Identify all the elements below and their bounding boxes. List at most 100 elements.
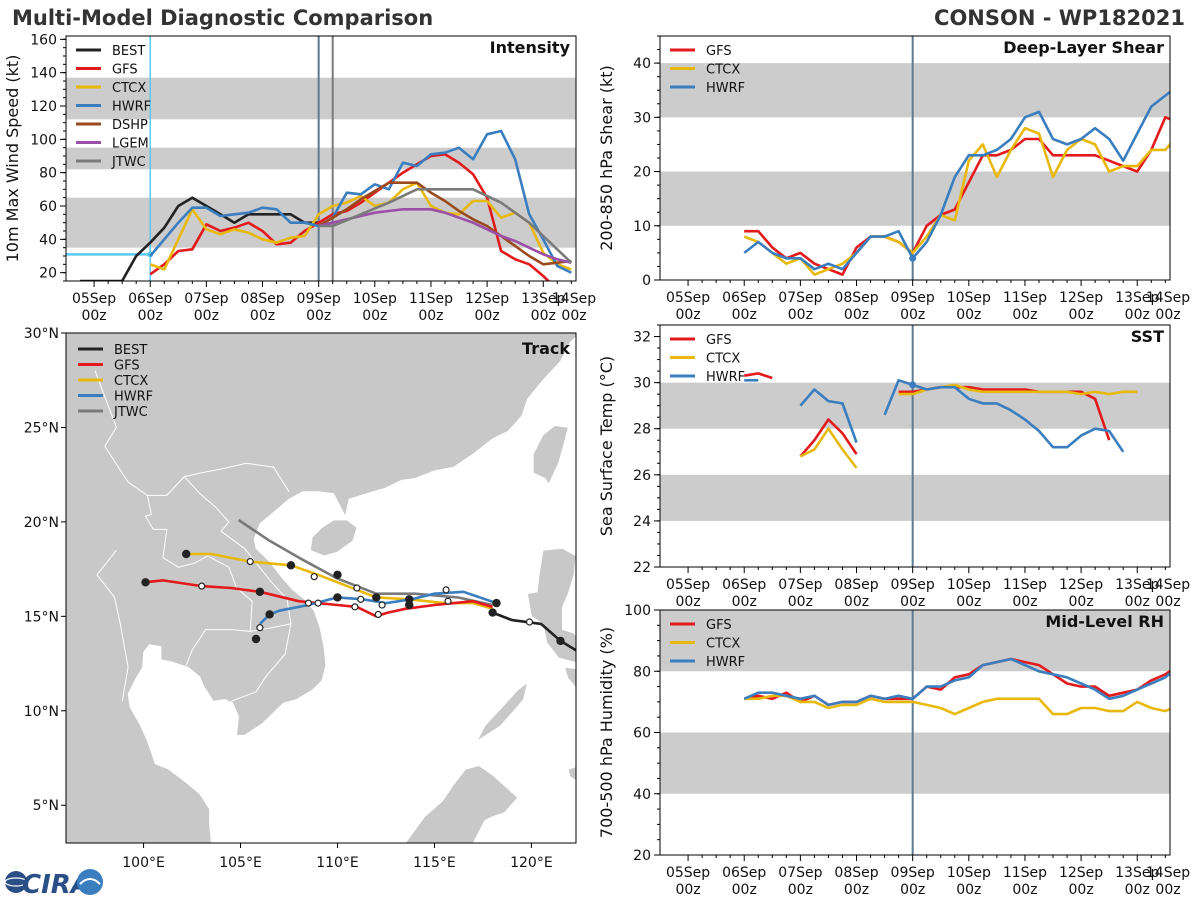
track-point-gfs: [198, 582, 206, 590]
panel-rh: 2040608010005Sep00z06Sep00z07Sep00z08Sep…: [597, 603, 1190, 898]
border-china: [94, 370, 290, 496]
x-tick-label-time: 00z: [844, 594, 869, 610]
lat-tick-label: 30°N: [24, 326, 59, 342]
track-point-ctcx: [286, 561, 296, 570]
band-1: [660, 610, 1170, 672]
y-tick-label: 100: [624, 603, 651, 619]
legend-label-ctcx: CTCX: [706, 637, 740, 652]
x-tick-label: 14Sep: [1146, 865, 1190, 881]
legend-label-jtwc: JTWC: [111, 155, 146, 170]
x-tick-label-time: 00z: [194, 308, 219, 324]
x-tick-label-time: 00z: [1125, 594, 1150, 610]
series-lgem-line: [318, 208, 572, 264]
track-point-hwrf: [256, 624, 264, 632]
legend-label-ctcx: CTCX: [112, 81, 146, 96]
logo-globe-icon: [5, 871, 27, 893]
y-tick-label: 100: [30, 132, 57, 148]
y-tick-label: 80: [633, 664, 651, 680]
band-1: [660, 63, 1170, 118]
plot-area: [743, 90, 1170, 276]
x-tick-label-time: 00z: [956, 594, 981, 610]
track-point-hwrf: [492, 598, 501, 608]
y-tick-label: 40: [633, 787, 651, 803]
x-tick-label-time: 00z: [1012, 594, 1037, 610]
y-tick-label: 30: [633, 376, 651, 392]
panel-title: Deep-Layer Shear: [1003, 38, 1164, 57]
y-axis-label: 200-850 hPa Shear (kt): [597, 65, 616, 251]
legend-label-hwrf: HWRF: [114, 390, 153, 405]
track-point-best: [556, 636, 565, 646]
x-tick-label: 14Sep: [1146, 577, 1190, 593]
x-tick-label-time: 00z: [1012, 882, 1037, 898]
y-tick-label: 0: [642, 273, 651, 289]
x-tick-label: 13Sep: [1115, 865, 1159, 881]
series-hwrf-line: [799, 388, 858, 443]
series-ctcx-line: [799, 427, 858, 469]
lon-tick-label: 105°E: [219, 855, 262, 871]
track-gfs-line: [143, 579, 493, 618]
track-point-hwrf: [333, 593, 342, 602]
border-vietnam: [183, 476, 292, 702]
legend-label-ctcx: CTCX: [114, 374, 148, 389]
x-tick-label: 08Sep: [834, 577, 878, 593]
track-point-ctcx: [353, 584, 361, 592]
legend-label-hwrf: HWRF: [706, 370, 745, 385]
x-tick-label: 07Sep: [778, 577, 822, 593]
legend-label-ctcx: CTCX: [706, 352, 740, 367]
x-tick-label-time: 00z: [844, 307, 869, 323]
legend-label-hwrf: HWRF: [706, 81, 745, 96]
x-tick-label: 09Sep: [891, 290, 935, 306]
x-tick-label-time: 00z: [250, 308, 275, 324]
x-tick-label: 12Sep: [465, 291, 509, 307]
track-best-line: [492, 611, 576, 652]
y-tick-label: 60: [39, 199, 57, 215]
x-tick-label-time: 00z: [956, 882, 981, 898]
x-tick-label: 08Sep: [240, 291, 284, 307]
y-axis-label: Sea Surface Temp (°C): [597, 356, 616, 536]
track-point-hwrf: [442, 586, 450, 594]
track-point-ctcx: [310, 573, 318, 581]
track-point-ctcx: [372, 593, 381, 602]
land-taiwan: [532, 425, 569, 485]
x-tick-label-time: 00z: [788, 307, 813, 323]
border-thailand: [144, 495, 253, 666]
x-tick-label-time: 00z: [1069, 307, 1094, 323]
y-tick-label: 10: [633, 219, 651, 235]
x-tick-label-time: 00z: [900, 307, 925, 323]
x-tick-label-time: 00z: [362, 308, 387, 324]
x-tick-label: 13Sep: [1115, 290, 1159, 306]
x-tick-label-time: 00z: [956, 307, 981, 323]
logo-orbit-icon: [4, 877, 28, 887]
land-hainan: [309, 519, 358, 557]
panel-shear: 01020304005Sep00z06Sep00z07Sep00z08Sep00…: [597, 35, 1190, 323]
x-tick-label: 05Sep: [666, 865, 710, 881]
band-0: [660, 474, 1170, 521]
x-tick-label-time: 00z: [81, 308, 106, 324]
plot-frame: [65, 35, 577, 282]
lat-tick-label: 25°N: [24, 420, 59, 436]
init-marker: [909, 254, 917, 262]
x-tick-label: 11Sep: [1003, 865, 1047, 881]
y-tick-label: 40: [633, 56, 651, 72]
x-tick-label: 10Sep: [947, 865, 991, 881]
legend-label-hwrf: HWRF: [112, 100, 151, 115]
land-palawan: [476, 681, 529, 743]
legend-label-ctcx: CTCX: [706, 63, 740, 78]
x-tick-label: 12Sep: [1059, 577, 1103, 593]
land-visayas: [563, 666, 576, 689]
x-tick-label-time: 00z: [900, 882, 925, 898]
x-tick-label-time: 00z: [1012, 307, 1037, 323]
x-tick-label-time: 00z: [675, 882, 700, 898]
track-point-gfs: [444, 597, 452, 605]
track-point-gfs: [141, 578, 150, 587]
plot-area: [743, 372, 1138, 469]
x-tick-label-time: 00z: [732, 307, 757, 323]
x-tick-label: 05Sep: [666, 290, 710, 306]
panel-title: Intensity: [490, 38, 571, 57]
band-1: [660, 382, 1170, 429]
x-tick-label-time: 00z: [844, 882, 869, 898]
legend-label-gfs: GFS: [706, 44, 732, 59]
storm-title: CONSON - WP182021: [934, 6, 1185, 30]
plot-area: [66, 36, 573, 281]
series-ctcx-line: [149, 181, 572, 271]
